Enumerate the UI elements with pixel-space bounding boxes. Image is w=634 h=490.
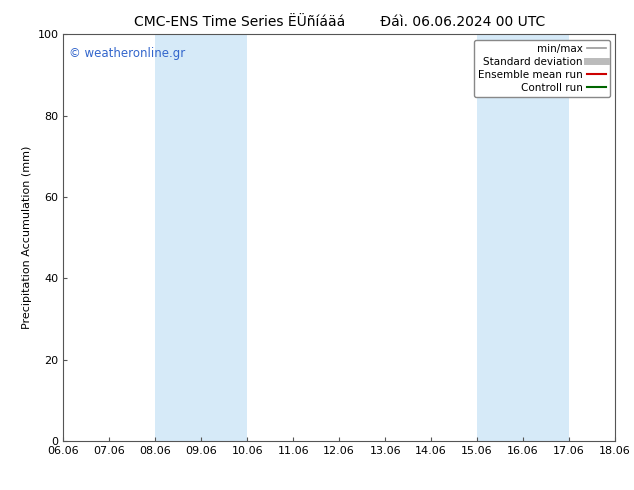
Text: © weatheronline.gr: © weatheronline.gr [69, 47, 185, 59]
Bar [155, 34, 247, 441]
Legend: min/max, Standard deviation, Ensemble mean run, Controll run: min/max, Standard deviation, Ensemble me… [474, 40, 610, 97]
Title: CMC-ENS Time Series ËÜñíáäá        Ðáì. 06.06.2024 00 UTC: CMC-ENS Time Series ËÜñíáäá Ðáì. 06.06.2… [134, 15, 545, 29]
Bar [477, 34, 569, 441]
Y-axis label: Precipitation Accumulation (mm): Precipitation Accumulation (mm) [22, 146, 32, 329]
